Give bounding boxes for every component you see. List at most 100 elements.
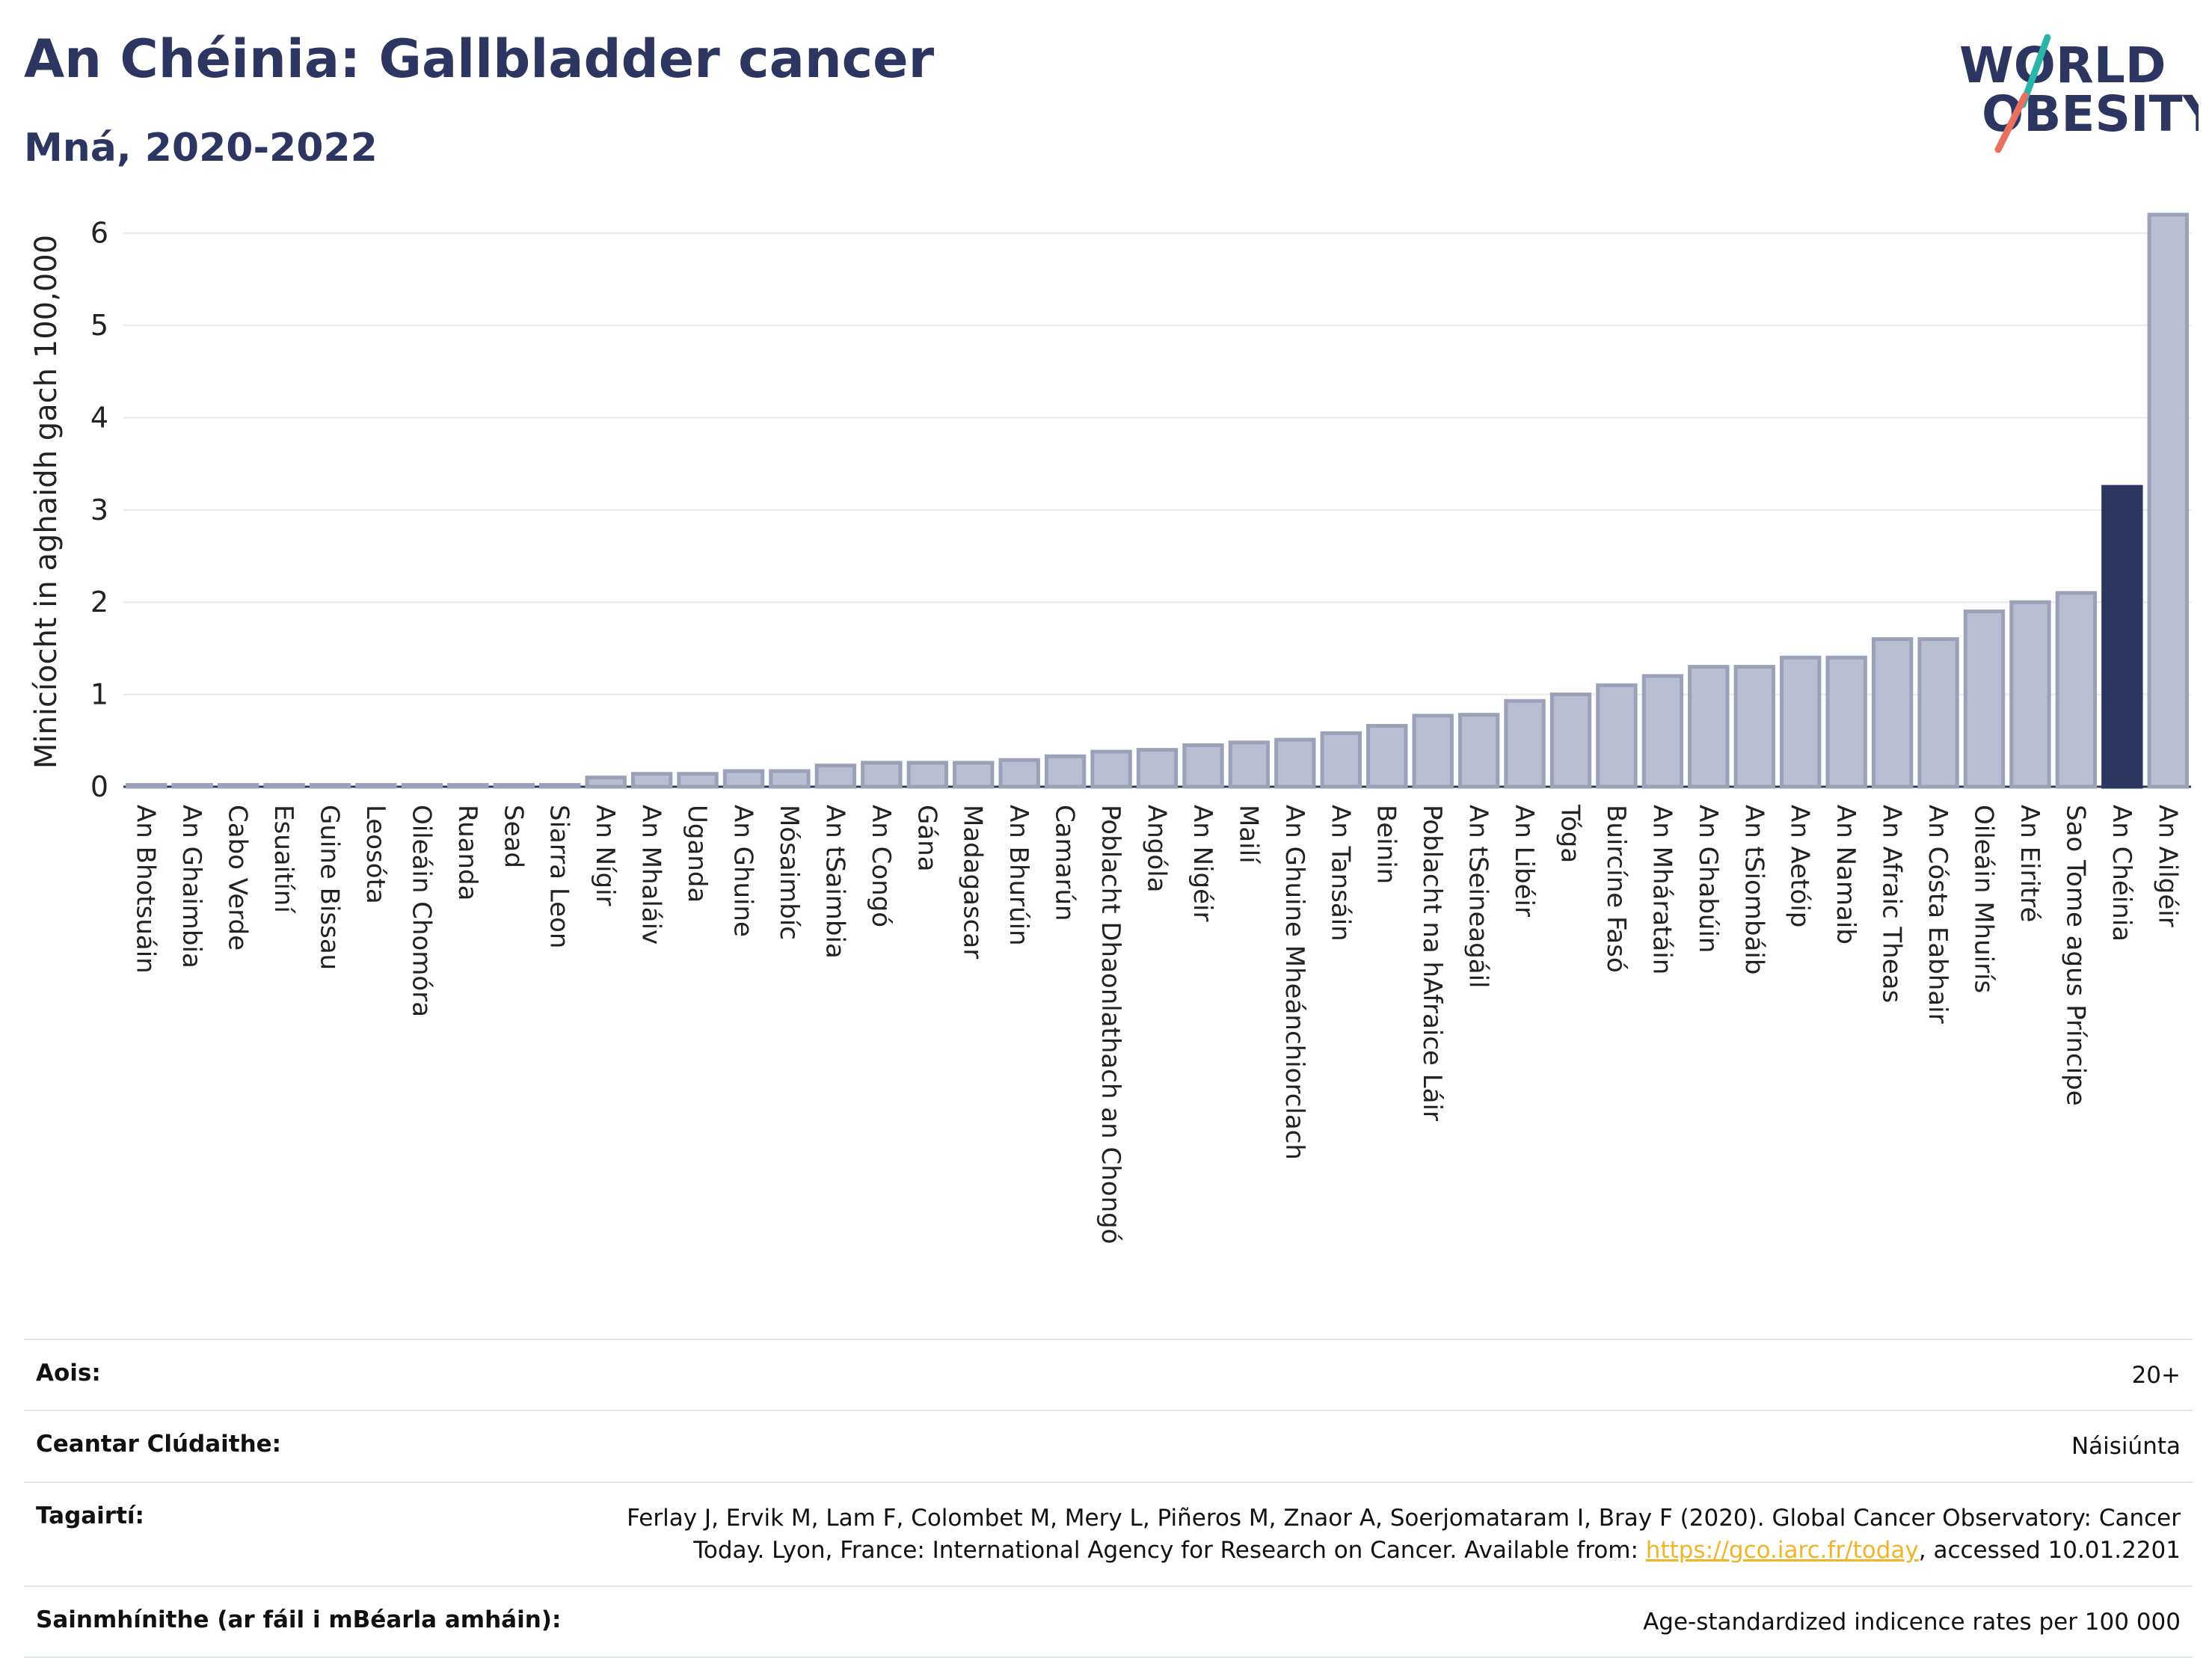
x-tick-label: Guine Bissau [315, 805, 345, 970]
reference-link[interactable]: https://gco.iarc.fr/today [1645, 1537, 1919, 1565]
x-tick-label: Mósaimbíc [774, 805, 804, 940]
bar-chart: An Bhotsuáin An Ghaimbia Cabo Verde Esuaití… [29, 212, 2191, 1244]
y-tick-labels: 0 1 2 3 4 5 6 [90, 217, 108, 803]
meta-row-age: Aois: 20+ [24, 1339, 2193, 1410]
page-subtitle: Mná, 2020-2022 [24, 126, 378, 171]
y-tick-label: 1 [90, 678, 108, 711]
x-tick-label: An tSaimbia [820, 805, 850, 959]
x-tick-label: An Congó [866, 805, 896, 927]
x-tick-label: Madagascar [958, 805, 988, 959]
reference-line1: Ferlay J, Ervik M, Lam F, Colombet M, Me… [627, 1504, 2181, 1532]
x-tick-label: An Bhotsuáin [131, 805, 161, 974]
bar [2147, 212, 2189, 789]
bar [1871, 637, 1914, 789]
bar [126, 783, 168, 789]
coverage-value: Náisiúnta [2071, 1433, 2181, 1461]
bar [355, 783, 397, 789]
x-tick-label: An Bhurúin [1004, 805, 1033, 946]
reference-line2-post: , accessed 10.01.2201 [1918, 1537, 2181, 1565]
x-tick-label: Oileáin Chomóra [406, 805, 436, 1017]
references-value: Ferlay J, Ervik M, Lam F, Colombet M, Me… [627, 1502, 2181, 1568]
bar [1366, 724, 1408, 789]
x-tick-label: Cabo Verde [223, 805, 253, 951]
page-title: An Chéinia: Gallbladder cancer [24, 28, 935, 90]
bar [998, 758, 1040, 789]
coverage-label: Ceantar Clúdaithe: [36, 1431, 282, 1458]
bar [1504, 698, 1546, 789]
bar [493, 783, 535, 789]
bar [1044, 754, 1087, 789]
world-obesity-logo: WORLD OBESITY [1959, 34, 2199, 153]
bar [1917, 637, 1959, 789]
bar [539, 783, 581, 789]
x-tick-label: Oileáin Mhuirís [1969, 805, 1999, 993]
meta-row-coverage: Ceantar Clúdaithe: Náisiúnta [24, 1410, 2193, 1481]
x-tick-label: An Mhaláiv [636, 805, 666, 945]
x-tick-label: An Ghuine Mheánchiorclach [1279, 805, 1309, 1160]
bar [953, 761, 995, 789]
reference-line2-pre: Today. Lyon, France: International Agenc… [693, 1537, 1646, 1565]
x-tick-label: An Afraic Theas [1877, 805, 1907, 1003]
x-tick-label: Sao Tome agus Príncipe [2060, 805, 2090, 1106]
x-tick-label: An Libéir [1509, 805, 1539, 917]
y-tick-label: 4 [90, 401, 108, 434]
bar [263, 783, 305, 789]
x-tick-label: Tóga [1555, 804, 1585, 863]
bar [1733, 665, 1775, 789]
x-tick-label: Siarra Leon [544, 805, 574, 948]
x-tick-label: An Mháratáin [1647, 805, 1677, 974]
x-tick-label: An Namaib [1831, 805, 1861, 945]
bar [1780, 655, 1822, 789]
x-tick-label: Ruanda [452, 805, 482, 900]
x-tick-label: Angóla [1142, 805, 1172, 892]
definitions-label: Sainmhínithe (ar fáil i mBéarla amháin): [36, 1606, 562, 1633]
bar [2009, 600, 2051, 789]
x-tick-label: Mailí [1233, 805, 1263, 865]
x-tick-label: An Ghuine [728, 805, 758, 937]
age-label: Aois: [36, 1360, 101, 1387]
y-tick-label: 3 [90, 494, 108, 526]
bar [585, 776, 627, 789]
x-tick-label: An tSeineagáil [1463, 805, 1493, 989]
bar [171, 783, 213, 789]
meta-row-definitions: Sainmhínithe (ar fáil i mBéarla amháin):… [24, 1585, 2193, 1658]
x-tick-label: An Ghaimbia [176, 805, 206, 968]
x-tick-label: An Cósta Eabhair [1923, 805, 1953, 1024]
x-tick-label: An Nígir [590, 805, 620, 906]
bar [1688, 665, 1730, 789]
x-tick-label: Leosóta [360, 805, 390, 904]
bar [2101, 485, 2143, 789]
age-value: 20+ [2131, 1362, 2181, 1389]
references-label: Tagairtí: [36, 1502, 144, 1529]
x-tick-label: An Nigéir [1188, 805, 1217, 921]
x-tick-label: Esuaitíní [268, 805, 298, 914]
x-tick-label: Poblacht Dhaonlathach an Chongó [1096, 805, 1125, 1244]
x-tick-label: An Ailgéir [2152, 805, 2182, 927]
bars [126, 212, 2189, 789]
y-tick-label: 2 [90, 586, 108, 618]
bar [1136, 748, 1179, 789]
logo-text-world: WORLD [1959, 37, 2166, 94]
x-tick-labels: An Bhotsuáin An Ghaimbia Cabo Verde Esuaití… [131, 804, 2183, 1244]
bar [309, 783, 351, 789]
x-tick-label: Sead [498, 805, 528, 868]
x-tick-label: An Chéinia [2107, 805, 2136, 942]
bar [630, 772, 673, 789]
x-tick-label: Buircíne Fasó [1601, 805, 1631, 973]
y-tick-label: 5 [90, 309, 108, 342]
bar [1182, 743, 1224, 789]
x-tick-label: An Eiritré [2015, 805, 2044, 922]
bar [1549, 693, 1592, 789]
x-tick-label: Beinin [1371, 805, 1401, 884]
x-tick-label: Gána [912, 805, 941, 872]
bar [1457, 713, 1500, 789]
y-tick-label: 6 [90, 217, 108, 250]
bar [861, 761, 903, 789]
bar [1412, 713, 1454, 789]
y-axis-label: Minicíocht in aghaidh gach 100,000 [29, 235, 64, 769]
x-tick-label: Poblacht na hAfraice Láir [1417, 805, 1447, 1121]
y-tick-label: 0 [90, 770, 108, 803]
bar [1320, 731, 1362, 789]
bar [1274, 737, 1316, 789]
bar [447, 783, 489, 789]
